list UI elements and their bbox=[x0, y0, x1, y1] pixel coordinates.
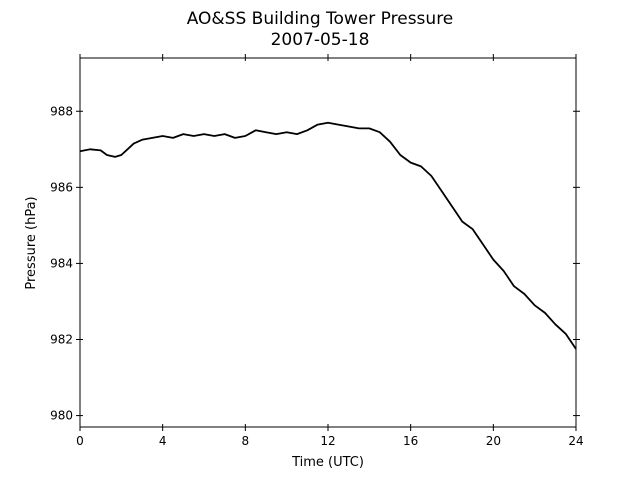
x-tick-label: 8 bbox=[242, 434, 250, 448]
chart-title: AO&SS Building Tower Pressure bbox=[187, 9, 454, 29]
x-tick-label: 16 bbox=[403, 434, 418, 448]
y-tick-label: 982 bbox=[50, 333, 73, 347]
chart-subtitle: 2007-05-18 bbox=[271, 30, 370, 50]
y-axis-label: Pressure (hPa) bbox=[24, 196, 39, 289]
x-tick-label: 24 bbox=[568, 434, 583, 448]
x-tick-label: 12 bbox=[320, 434, 335, 448]
y-tick-label: 980 bbox=[50, 409, 73, 423]
x-axis-label: Time (UTC) bbox=[291, 455, 364, 470]
x-tick-label: 0 bbox=[76, 434, 84, 448]
y-tick-label: 988 bbox=[50, 104, 73, 118]
y-tick-label: 984 bbox=[50, 256, 73, 270]
pressure-series-line bbox=[79, 121, 577, 350]
plot-area-frame bbox=[79, 57, 577, 428]
y-axis: 980 982 984 986 988 bbox=[50, 104, 580, 423]
y-tick-label: 986 bbox=[50, 180, 73, 194]
x-axis: 0 4 8 12 16 20 24 bbox=[76, 54, 584, 448]
x-tick-label: 4 bbox=[159, 434, 167, 448]
x-tick-label: 20 bbox=[486, 434, 501, 448]
